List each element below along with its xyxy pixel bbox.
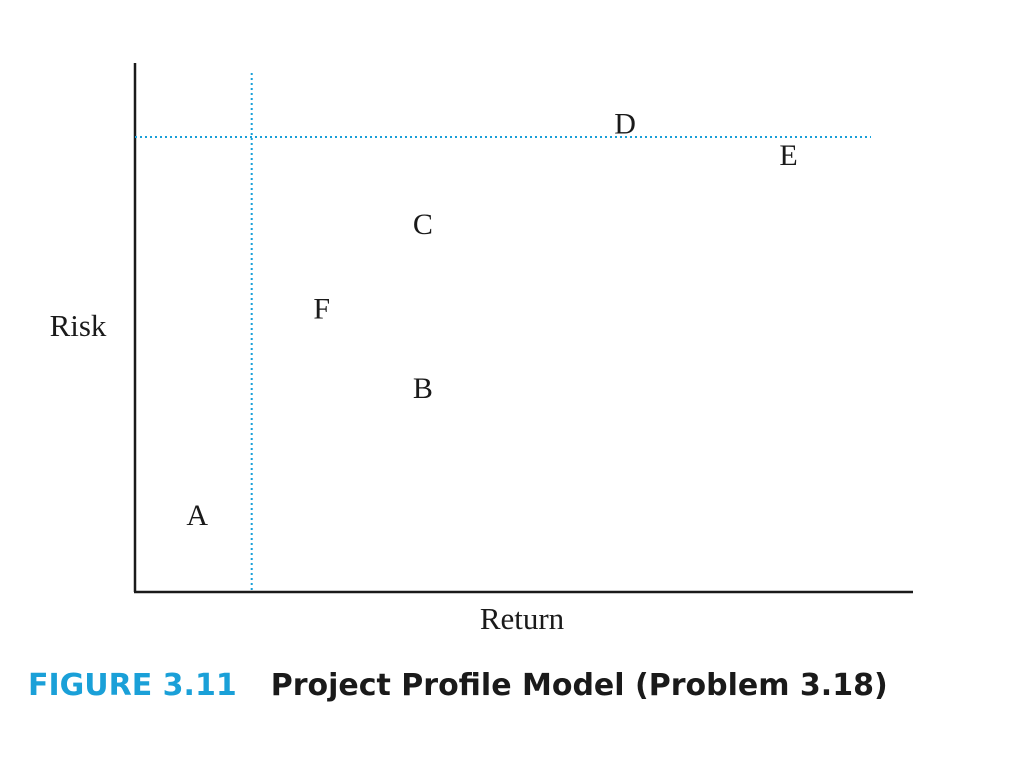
reference-lines xyxy=(135,73,871,592)
data-point-d: D xyxy=(614,107,636,140)
figure-title: Project Profile Model (Problem 3.18) xyxy=(270,668,888,703)
data-point-f: F xyxy=(313,293,330,326)
x-axis-label: Return xyxy=(480,601,565,636)
project-profile-chart: A B C D E F Risk Return xyxy=(50,63,913,636)
data-points: A B C D E F xyxy=(186,107,797,531)
figure-caption: FIGURE 3.11 Project Profile Model (Proble… xyxy=(28,668,888,703)
y-axis-label: Risk xyxy=(50,308,107,343)
figure-number: FIGURE 3.11 xyxy=(28,668,237,703)
data-point-b: B xyxy=(413,372,433,405)
data-point-a: A xyxy=(186,499,208,532)
data-point-e: E xyxy=(779,139,797,172)
data-point-c: C xyxy=(413,208,433,241)
